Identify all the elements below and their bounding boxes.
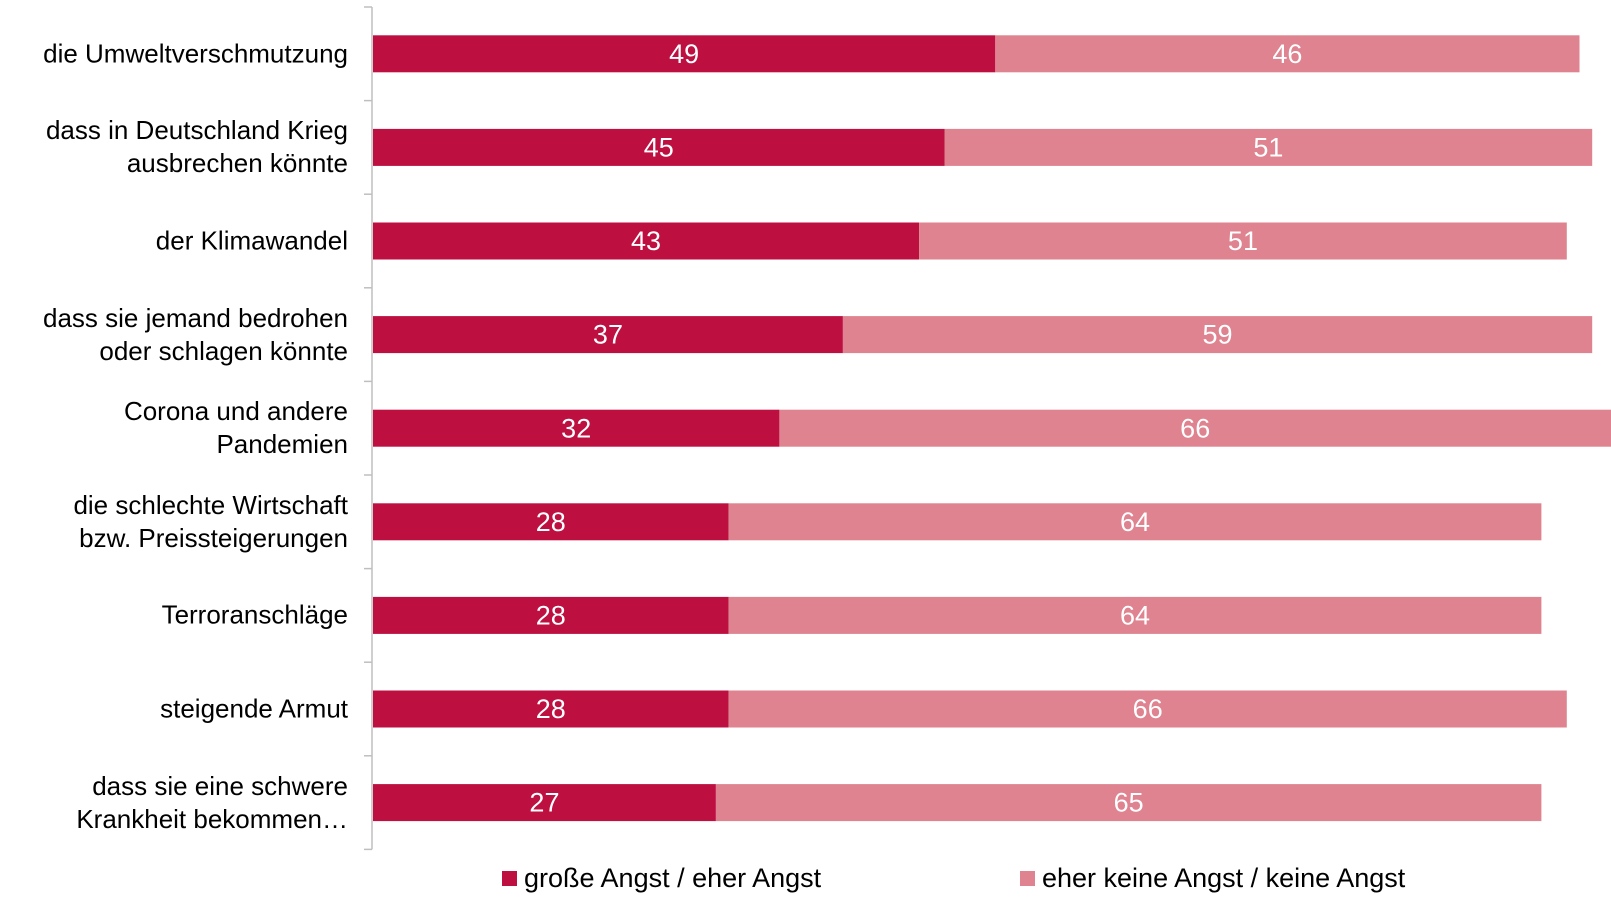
data-label: 51: [1253, 133, 1283, 163]
data-label: 51: [1228, 226, 1258, 256]
bar-segment: [373, 690, 729, 728]
data-label: 64: [1120, 507, 1150, 537]
data-label: 59: [1203, 320, 1233, 350]
legend-swatch: [1020, 871, 1035, 886]
category-label: der Klimawandel: [155, 225, 348, 256]
category-label: Terroranschläge: [161, 599, 348, 630]
bar-segment: [373, 503, 729, 541]
bar-segment: [728, 596, 1542, 634]
category-label: dass in Deutschland Krieg ausbrechen kön…: [45, 115, 348, 179]
bar-segment: [373, 409, 780, 447]
data-label: 32: [561, 413, 591, 443]
bar-segment: [995, 35, 1580, 73]
category-label: die schlechte Wirtschaft bzw. Preissteig…: [73, 489, 348, 553]
category-label: steigende Armut: [160, 693, 348, 724]
bar-segment: [373, 35, 996, 73]
legend-swatch: [502, 871, 517, 886]
bar-segment: [373, 222, 920, 260]
data-label: 45: [644, 133, 674, 163]
category-label: dass sie eine schwere Krankheit bekommen…: [76, 770, 348, 834]
bar-segment: [728, 690, 1567, 728]
data-label: 46: [1272, 39, 1302, 69]
data-label: 65: [1114, 788, 1144, 818]
legend-label: eher keine Angst / keine Angst: [1042, 863, 1406, 893]
bar-segment: [919, 222, 1567, 260]
category-label: die Umweltverschmutzung: [43, 38, 348, 69]
bar-segment: [373, 316, 843, 354]
data-label: 28: [536, 507, 566, 537]
category-label: dass sie jemand bedrohen oder schlagen k…: [43, 302, 348, 366]
data-label: 64: [1120, 601, 1150, 631]
category-label: Corona und andere Pandemien: [123, 396, 348, 460]
bar-segment: [779, 409, 1611, 447]
data-label: 28: [536, 694, 566, 724]
bar-segment: [373, 128, 945, 166]
data-label: 66: [1180, 413, 1210, 443]
data-label: 43: [631, 226, 661, 256]
data-label: 37: [593, 320, 623, 350]
bar-segment: [728, 503, 1542, 541]
bar-segment: [373, 596, 729, 634]
legend-label: große Angst / eher Angst: [524, 863, 822, 893]
data-label: 28: [536, 601, 566, 631]
bar-segment: [944, 128, 1593, 166]
bar-segment: [373, 784, 716, 822]
bar-segment: [842, 316, 1593, 354]
bar-segment: [715, 784, 1542, 822]
data-label: 27: [529, 788, 559, 818]
data-label: 49: [669, 39, 699, 69]
data-label: 66: [1133, 694, 1163, 724]
